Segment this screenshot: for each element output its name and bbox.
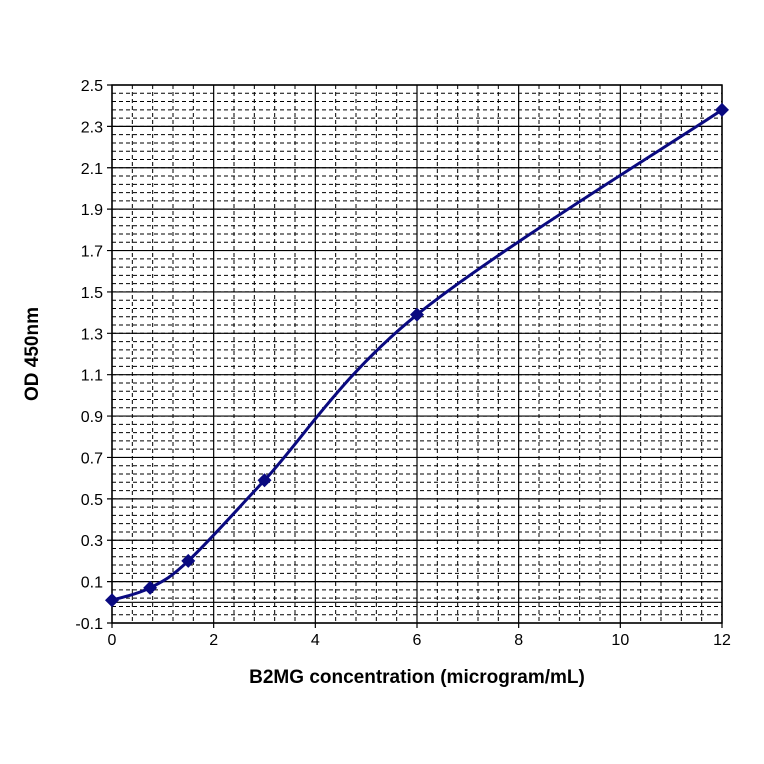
x-tick-label: 8 — [514, 632, 523, 649]
y-tick-label: 0.1 — [81, 575, 103, 592]
x-tick-label: 0 — [108, 632, 117, 649]
x-tick-label: 4 — [311, 632, 320, 649]
y-tick-label: -0.1 — [75, 616, 103, 633]
series — [105, 102, 729, 608]
y-tick-label: 2.5 — [81, 78, 103, 95]
y-tick-label: 1.5 — [81, 285, 103, 302]
x-tick-label: 6 — [413, 632, 422, 649]
y-tick-label: 0.5 — [81, 492, 103, 509]
data-point — [105, 593, 119, 608]
plot-border — [111, 84, 723, 624]
y-tick-label: 0.3 — [81, 533, 103, 550]
data-point — [257, 473, 272, 488]
y-tick-label: 1.9 — [81, 202, 103, 219]
x-axis-label: B2MG concentration (microgram/mL) — [249, 667, 585, 688]
x-tick-label: 2 — [209, 632, 218, 649]
y-tick-label: 0.7 — [81, 450, 103, 467]
y-tick-label: 2.3 — [81, 119, 103, 136]
y-tick-label: 1.7 — [81, 244, 103, 261]
tick-labels: 0 2 4 6 8 10 12 -0.1 0.1 0.3 0.5 0.7 0.9 1.1 1.3 1.5 1.7… — [75, 78, 731, 649]
data-point — [410, 307, 424, 322]
y-tick-label: 0.9 — [81, 409, 103, 426]
x-tick-label: 12 — [713, 632, 731, 649]
y-tick-label: 1.3 — [81, 326, 103, 343]
y-tick-label: 1.1 — [81, 368, 103, 385]
y-axis-label: OD 450nm — [22, 307, 43, 401]
data-point — [181, 553, 196, 568]
data-point — [143, 580, 158, 595]
series-line — [111, 108, 723, 602]
x-tick-label: 10 — [611, 632, 629, 649]
y-tick-label: 2.1 — [81, 161, 103, 178]
grid — [107, 84, 723, 628]
data-point — [715, 102, 729, 117]
